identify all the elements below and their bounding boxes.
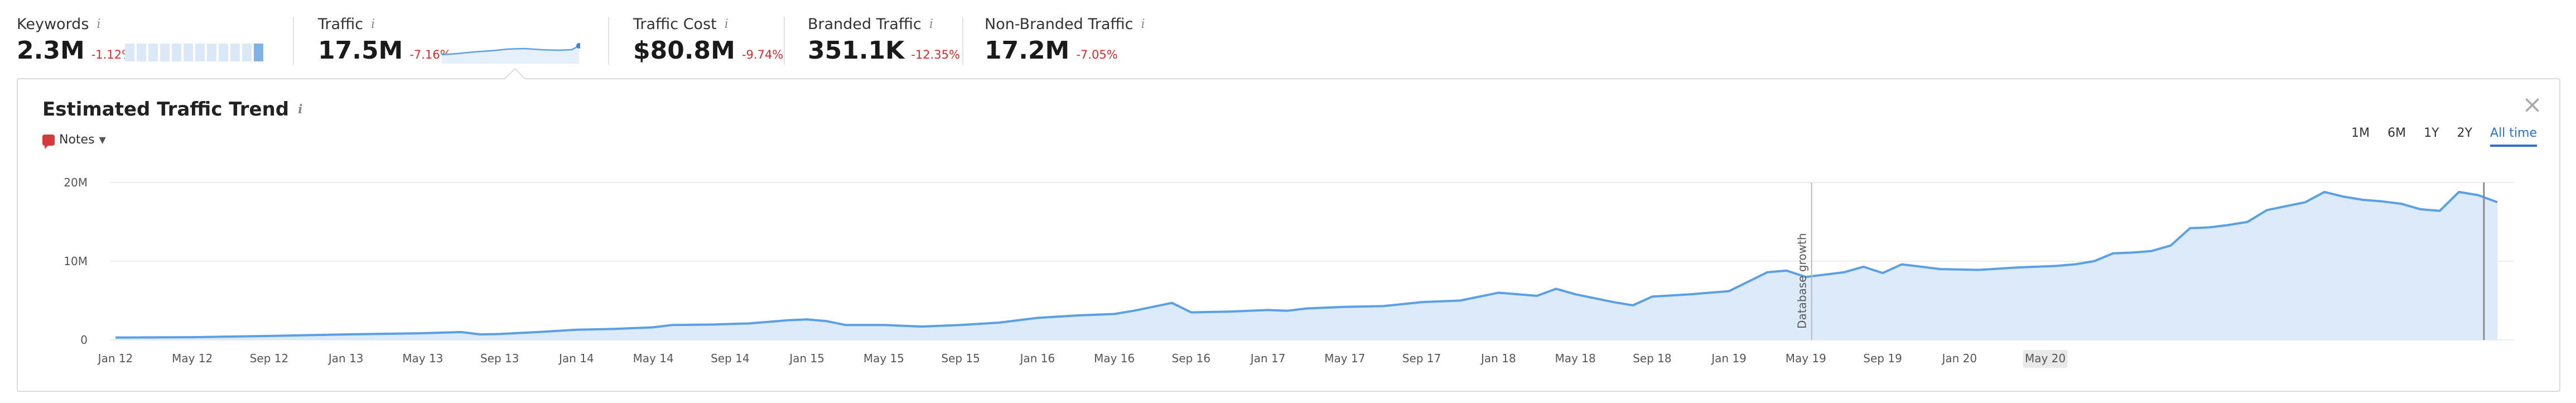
metric-branded-traffic[interactable]: Branded Traffic i 351.1K -12.35%	[808, 16, 960, 71]
range-1m[interactable]: 1M	[2351, 126, 2370, 140]
chevron-down-icon: ▼	[99, 135, 106, 145]
metric-delta: -9.74%	[741, 48, 784, 61]
x-tick-label: Sep 14	[711, 352, 750, 365]
sparkline-bar	[242, 44, 252, 61]
metric-label: Keywords	[17, 16, 89, 33]
divider	[608, 17, 609, 65]
metric-traffic-cost[interactable]: Traffic Cost i $80.8M -9.74%	[633, 16, 783, 71]
x-tick-label: Jan 19	[1710, 352, 1747, 365]
close-icon[interactable]: ×	[2522, 90, 2543, 119]
metric-value: $80.8M	[633, 36, 735, 65]
x-tick-label: Sep 12	[250, 352, 289, 365]
metric-delta: -7.05%	[1076, 48, 1118, 61]
range-1y[interactable]: 1Y	[2424, 126, 2439, 140]
metric-value: 2.3M	[17, 36, 85, 65]
x-tick-label: May 16	[1094, 352, 1135, 365]
x-tick-label: Sep 17	[1402, 352, 1441, 365]
info-icon[interactable]: i	[298, 102, 303, 117]
metric-value: 17.5M	[318, 36, 403, 65]
range-6m[interactable]: 6M	[2387, 126, 2406, 140]
x-tick-label: Jan 18	[1480, 352, 1516, 365]
metric-label: Branded Traffic	[808, 16, 922, 33]
x-tick-highlight	[2023, 350, 2068, 368]
x-tick-label: Sep 13	[480, 352, 519, 365]
y-tick-label: 0	[80, 333, 88, 347]
sparkline-bar	[219, 44, 228, 61]
notes-label: Notes	[59, 133, 95, 147]
info-icon[interactable]: i	[929, 17, 933, 31]
annotation-label: Database growth	[1796, 233, 1809, 329]
y-tick-label: 20M	[64, 176, 88, 189]
traffic-sparkline-icon	[441, 43, 580, 64]
x-tick-label: May 18	[1555, 352, 1596, 365]
divider	[962, 17, 963, 65]
x-tick-label: May 15	[864, 352, 904, 365]
sparkline-bar	[254, 44, 263, 61]
notes-dropdown[interactable]: Notes ▼	[42, 133, 106, 149]
sparkline-bar	[230, 44, 240, 61]
metric-label: Traffic Cost	[633, 16, 717, 33]
series-area	[115, 191, 2497, 340]
x-tick-label: May 20	[2025, 352, 2066, 365]
x-tick-label: May 13	[402, 352, 443, 365]
sparkline-bar	[172, 44, 181, 61]
x-tick-label: Jan 14	[558, 352, 594, 365]
x-tick-label: Jan 13	[327, 352, 364, 365]
metric-delta: -12.35%	[911, 48, 960, 61]
x-tick-label: Sep 18	[1633, 352, 1672, 365]
metric-keywords[interactable]: Keywords i 2.3M -1.12%	[17, 16, 133, 71]
info-icon[interactable]: i	[371, 17, 375, 31]
metric-label: Non-Branded Traffic	[985, 16, 1133, 33]
range-2y[interactable]: 2Y	[2457, 126, 2473, 140]
x-tick-label: Sep 19	[1863, 352, 1902, 365]
sparkline-bar	[184, 44, 193, 61]
metric-value: 17.2M	[985, 36, 1070, 65]
x-tick-label: May 14	[633, 352, 674, 365]
y-tick-label: 10M	[64, 255, 88, 268]
traffic-trend-chart[interactable]: 20M 10M 0 Database growth Jan 12 May 12 Sep 12…	[35, 157, 2545, 386]
info-icon[interactable]: i	[1141, 17, 1145, 31]
x-tick-label: May 17	[1324, 352, 1365, 365]
sparkline-bar	[207, 44, 216, 61]
sparkline-bar	[160, 44, 170, 61]
metric-label: Traffic	[318, 16, 364, 33]
traffic-trend-panel: Estimated Traffic Trend i × Notes ▼ 1M 6…	[17, 78, 2560, 392]
range-selector: 1M 6M 1Y 2Y All time	[2351, 126, 2537, 147]
range-all-time[interactable]: All time	[2490, 126, 2537, 147]
x-tick-label: Jan 20	[1941, 352, 1977, 365]
x-tick-label: Sep 15	[941, 352, 980, 365]
sparkline-bar	[125, 44, 134, 61]
metric-non-branded-traffic[interactable]: Non-Branded Traffic i 17.2M -7.05%	[985, 16, 1145, 71]
keywords-sparkline-bars-icon	[125, 44, 263, 61]
x-tick-label: Jan 15	[788, 352, 824, 365]
sparkline-bar	[148, 44, 158, 61]
panel-title: Estimated Traffic Trend	[42, 98, 290, 121]
notes-icon	[42, 134, 55, 149]
x-tick-label: May 12	[172, 352, 213, 365]
metric-traffic[interactable]: Traffic i 17.5M -7.16%	[318, 16, 451, 71]
info-icon[interactable]: i	[97, 17, 101, 31]
x-tick-label: Jan 17	[1250, 352, 1286, 365]
info-icon[interactable]: i	[724, 17, 729, 31]
x-tick-label: Jan 12	[97, 352, 133, 365]
divider	[784, 17, 785, 65]
metrics-bar: Keywords i 2.3M -1.12% Traffic i 17.5M -…	[0, 0, 2576, 78]
sparkline-bar	[195, 44, 205, 61]
x-tick-label: May 19	[1786, 352, 1826, 365]
sparkline-bar	[137, 44, 146, 61]
divider	[293, 17, 294, 65]
metric-value: 351.1K	[808, 36, 905, 65]
x-tick-label: Jan 16	[1019, 352, 1055, 365]
series-line	[115, 190, 2498, 339]
x-tick-label: Sep 16	[1172, 352, 1211, 365]
